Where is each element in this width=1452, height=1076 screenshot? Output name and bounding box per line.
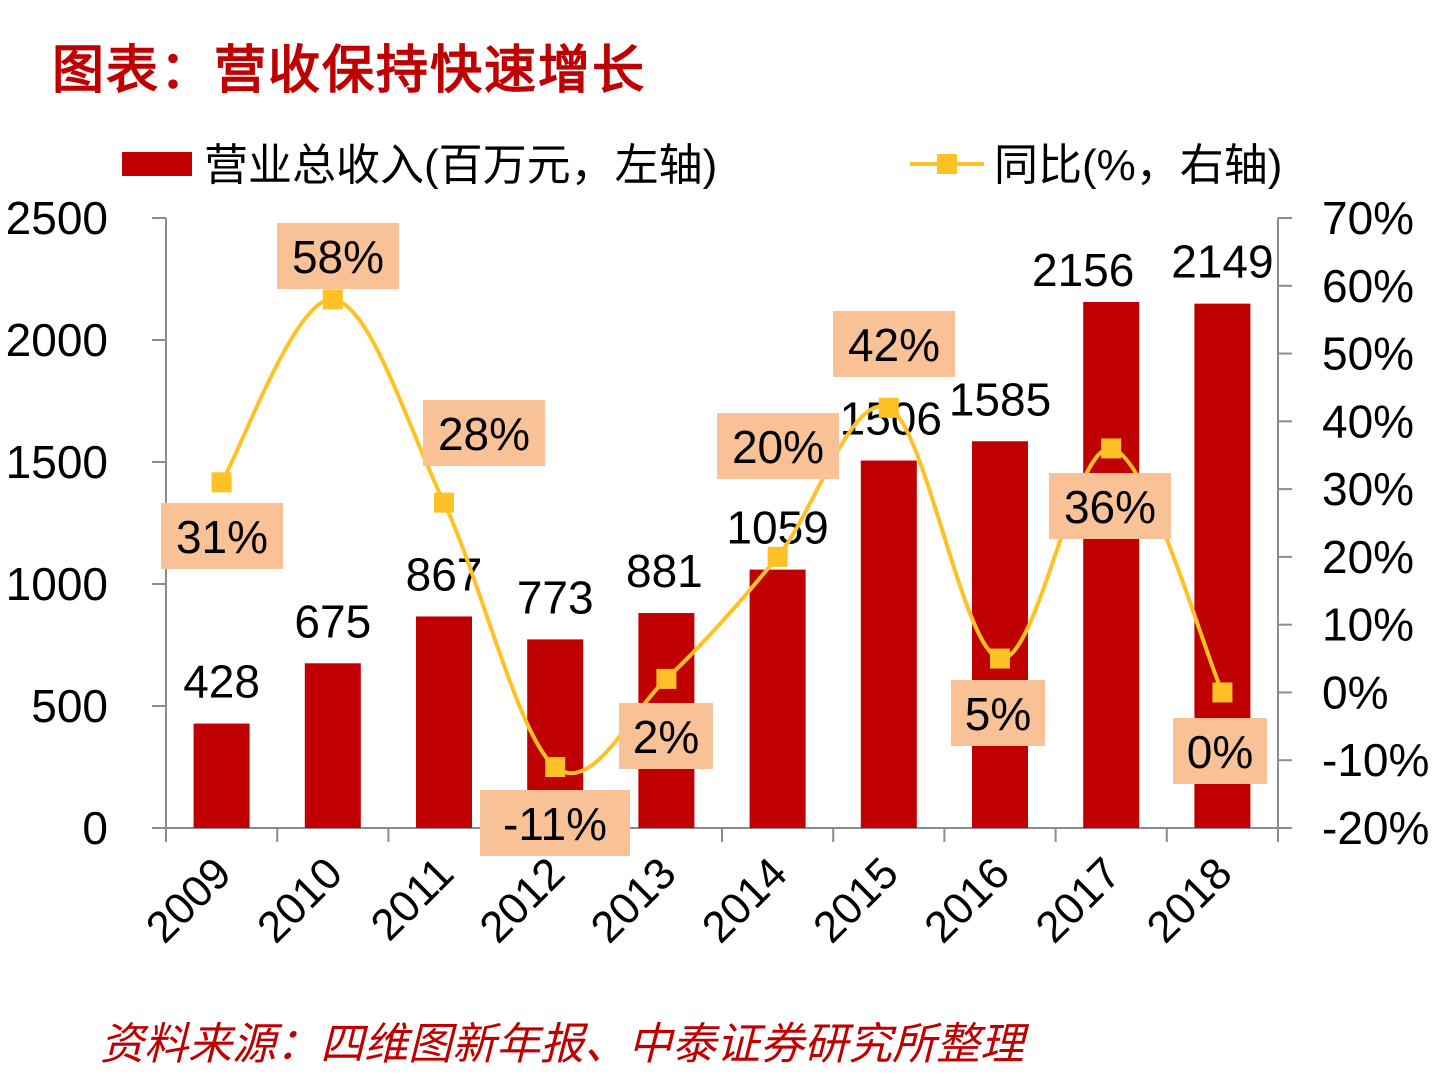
right-tick-label: 20%	[1322, 531, 1414, 583]
bar-value-label: 867	[406, 548, 483, 600]
x-tick-label: 2018	[1138, 848, 1242, 952]
bar	[860, 460, 917, 828]
x-tick-label: 2010	[248, 848, 352, 952]
left-tick-label: 2500	[6, 192, 108, 244]
right-tick-label: 50%	[1322, 328, 1414, 380]
yoy-label-box	[717, 413, 839, 479]
right-tick-label: 0%	[1322, 666, 1388, 718]
bar	[416, 616, 472, 828]
yoy-marker	[434, 492, 454, 513]
bar	[749, 569, 806, 828]
yoy-label: 2%	[633, 711, 699, 763]
yoy-label-box	[480, 790, 630, 856]
yoy-label-box	[1173, 718, 1267, 784]
bar-value-label: 1585	[949, 373, 1051, 425]
yoy-label: 58%	[292, 231, 384, 283]
yoy-marker	[656, 668, 677, 689]
yoy-marker	[990, 648, 1010, 669]
legend-bar-label: 营业总收入(百万元，左轴)	[204, 141, 717, 190]
left-tick-label: 0	[82, 802, 108, 854]
x-tick-label: 2011	[362, 848, 464, 950]
x-tick-label: 2009	[137, 848, 241, 952]
bar-value-label: 2156	[1032, 244, 1134, 296]
left-tick-label: 500	[31, 680, 108, 732]
x-tick-label: 2013	[582, 848, 686, 952]
source-note: 资料来源：四维图新年报、中泰证券研究所整理	[100, 1019, 1024, 1070]
x-tick-label: 2014	[693, 848, 797, 952]
yoy-label: 0%	[1187, 726, 1253, 778]
x-tick-label: 2012	[470, 848, 574, 952]
legend-line-marker	[937, 154, 957, 174]
left-tick-label: 1500	[6, 436, 108, 488]
yoy-label: 20%	[732, 421, 824, 473]
yoy-marker	[322, 289, 343, 310]
bar-value-label: 428	[183, 656, 260, 708]
right-tick-label: 70%	[1322, 192, 1414, 244]
yoy-label: 36%	[1064, 481, 1156, 533]
right-tick-label: 10%	[1322, 599, 1414, 651]
x-tick-label: 2015	[804, 848, 908, 952]
x-tick-label: 2016	[915, 848, 1019, 952]
yoy-marker	[767, 546, 788, 567]
bar	[1083, 301, 1140, 828]
right-tick-label: 60%	[1322, 260, 1414, 312]
yoy-marker	[545, 757, 566, 777]
yoy-label-box	[277, 223, 399, 289]
bar-value-label: 1059	[726, 502, 828, 554]
bar	[193, 723, 250, 828]
yoy-marker	[1212, 682, 1233, 703]
yoy-label-box	[1049, 473, 1171, 539]
yoy-marker	[878, 397, 899, 418]
yoy-label: 31%	[176, 511, 268, 563]
yoy-label: -11%	[503, 798, 607, 850]
yoy-label-box	[951, 680, 1045, 746]
yoy-label-box	[423, 400, 545, 466]
bar-value-label: 773	[517, 571, 594, 623]
chart-title: 图表：营收保持快速增长	[52, 40, 647, 101]
right-tick-label: 30%	[1322, 463, 1414, 515]
left-tick-label: 1000	[6, 558, 108, 610]
yoy-marker	[1101, 438, 1122, 459]
legend-bar-swatch	[122, 152, 192, 176]
right-tick-label: -10%	[1322, 734, 1429, 786]
yoy-label-box	[161, 503, 283, 569]
legend-line-label: 同比(%，右轴)	[994, 141, 1282, 190]
right-tick-label: -20%	[1322, 802, 1429, 854]
bar-value-label: 2149	[1171, 236, 1273, 288]
bar	[304, 663, 361, 828]
yoy-label: 28%	[438, 408, 530, 460]
yoy-label-box	[619, 703, 713, 769]
bar-value-label: 881	[626, 545, 703, 597]
x-tick-label: 2017	[1026, 848, 1130, 952]
yoy-label: 5%	[965, 688, 1031, 740]
left-tick-label: 2000	[6, 314, 108, 366]
bar-value-label: 675	[294, 595, 371, 647]
yoy-label-box	[833, 311, 955, 377]
yoy-marker	[211, 472, 232, 493]
right-tick-label: 40%	[1322, 395, 1414, 447]
yoy-label: 42%	[848, 319, 940, 371]
